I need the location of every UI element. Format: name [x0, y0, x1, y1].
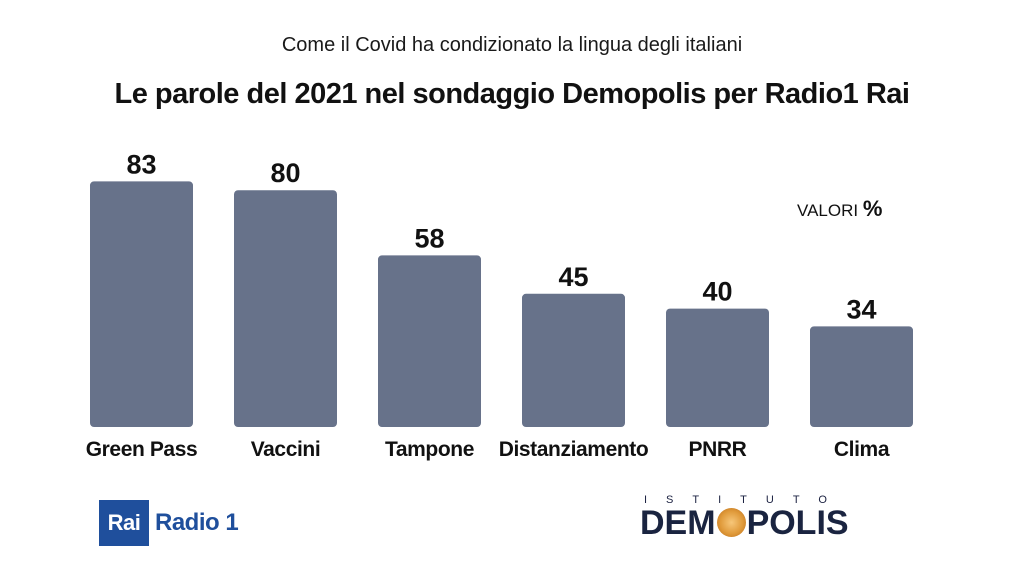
- bar-pnrr: [666, 308, 769, 427]
- bar-chart: 83 Green Pass 80 Vaccini 58 Tampone 45 Distanzi…: [86, 149, 913, 461]
- bar-green-pass: [90, 181, 193, 427]
- category-label: Vaccini: [251, 438, 321, 461]
- units-symbol: %: [862, 196, 883, 221]
- bar-vaccini: [234, 190, 337, 427]
- bar-distanziamento: [522, 293, 625, 427]
- bar-clima: [810, 326, 913, 427]
- category-label: PNRR: [689, 438, 747, 461]
- data-label: 80: [270, 158, 300, 188]
- category-label: Distanziamento: [499, 438, 649, 461]
- demopolis-logo: ISTITUTO DEM POLIS: [640, 494, 910, 543]
- data-label: 34: [846, 294, 876, 324]
- radio1-logo-text: Radio 1: [155, 509, 239, 536]
- demopolis-logo-top: ISTITUTO: [644, 494, 846, 506]
- demopolis-logo-wordmark: DEM POLIS: [640, 504, 910, 543]
- data-label: 45: [558, 262, 588, 292]
- chart-subtitle: Come il Covid ha condizionato la lingua …: [281, 34, 743, 56]
- category-label: Tampone: [385, 438, 474, 461]
- bar-tampone: [378, 255, 481, 427]
- data-label: 83: [126, 149, 156, 179]
- demopolis-o-icon: [716, 508, 746, 537]
- units-text: VALORI: [797, 201, 859, 220]
- rai-radio1-logo: Rai Radio 1: [99, 500, 239, 546]
- data-label: 58: [414, 223, 444, 253]
- chart-title: Le parole del 2021 nel sondaggio Demopol…: [114, 78, 910, 110]
- category-label: Green Pass: [86, 438, 198, 461]
- demopolis-logo-right: POLIS: [746, 504, 849, 542]
- category-label: Clima: [834, 438, 890, 461]
- rai-logo-box: Rai: [99, 500, 149, 546]
- data-label: 40: [702, 277, 732, 307]
- units-label: VALORI %: [797, 196, 882, 222]
- demopolis-logo-left: DEM: [640, 504, 716, 542]
